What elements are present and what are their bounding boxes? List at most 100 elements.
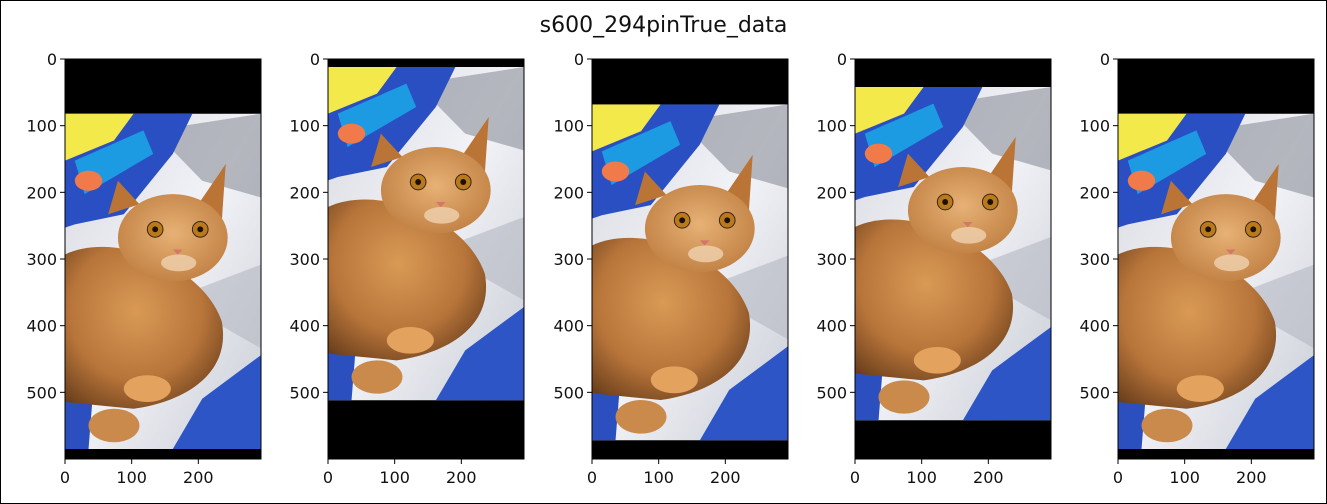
x-tick-label: 0: [850, 468, 860, 487]
y-tick-label: 100: [816, 117, 847, 136]
x-tick-label: 100: [1169, 468, 1200, 487]
y-tick-label: 300: [816, 250, 847, 269]
cat-pupil: [415, 179, 422, 185]
cat-tail: [1141, 408, 1193, 443]
photo-content: [328, 67, 524, 401]
y-tick-label: 400: [26, 317, 57, 336]
cat-paw: [913, 347, 961, 374]
cat-pupil: [152, 226, 159, 233]
yellow-patch: [592, 104, 661, 152]
x-tick-label: 200: [183, 468, 214, 487]
y-tick-label: 0: [47, 50, 57, 69]
y-tick-label: 200: [553, 183, 584, 202]
fold-shadow: [435, 217, 524, 301]
cat-nose: [172, 249, 183, 255]
cat-muzzle: [424, 207, 460, 224]
cat-body: [592, 237, 751, 401]
y-tick-label: 500: [816, 383, 847, 402]
y-tick-label: 200: [816, 183, 847, 202]
x-tick-label: 0: [1113, 468, 1123, 487]
blue-fabric: [435, 307, 524, 401]
cat-nose: [962, 222, 973, 227]
x-tick-label: 200: [1236, 468, 1267, 487]
cat-body: [855, 219, 1014, 381]
y-tick-label: 300: [1079, 250, 1110, 269]
figure-title: s600_294pinTrue_data: [539, 13, 788, 38]
photo-content: [855, 87, 1051, 421]
cat-pupil: [987, 199, 994, 205]
cat-pupil: [942, 199, 949, 205]
fold-shadow: [962, 237, 1051, 321]
cat-body: [328, 199, 487, 361]
cat-muzzle: [161, 254, 197, 272]
x-tick-label: 200: [446, 468, 477, 487]
cat-pupil: [197, 226, 204, 233]
x-tick-label: 100: [116, 468, 147, 487]
y-tick-label: 100: [289, 117, 320, 136]
cat-head: [1170, 194, 1281, 282]
photo-content: [1118, 113, 1314, 450]
cat-pupil: [679, 217, 686, 224]
x-tick-label: 100: [379, 468, 410, 487]
orange-spot: [337, 123, 366, 144]
y-tick-label: 100: [1079, 117, 1110, 136]
cat-body: [65, 246, 224, 409]
cat-head: [907, 167, 1018, 254]
y-tick-label: 400: [553, 317, 584, 336]
yellow-patch: [328, 67, 397, 114]
y-tick-label: 100: [553, 117, 584, 136]
subplot-3: 0 100 200 300 400 500 0 100 200: [553, 50, 789, 487]
y-tick-label: 500: [26, 383, 57, 402]
subplot-5: 0 100 200 300 400 500 0 100 200: [1079, 50, 1315, 487]
y-tick-label: 300: [26, 250, 57, 269]
cat-body: [1118, 246, 1277, 409]
cat-head: [117, 194, 228, 282]
cat-pupil: [1205, 226, 1212, 233]
yellow-patch: [855, 87, 924, 134]
y-tick-label: 0: [1100, 50, 1110, 69]
blue-fabric: [962, 327, 1051, 421]
x-tick-label: 200: [973, 468, 1004, 487]
cat-head: [380, 147, 491, 234]
cat-muzzle: [1214, 254, 1250, 272]
cat-muzzle: [951, 227, 987, 244]
cat-pupil: [1250, 226, 1257, 233]
y-tick-label: 100: [26, 117, 57, 136]
blue-fabric: [699, 346, 788, 441]
cat-paw: [123, 375, 171, 403]
x-tick-label: 200: [710, 468, 741, 487]
subplot-2: 0 100 200 300 400 500 0 100 200: [289, 50, 525, 487]
orange-spot: [864, 143, 893, 164]
x-tick-label: 100: [643, 468, 674, 487]
orange-spot: [601, 161, 630, 182]
orange-spot: [1127, 170, 1156, 191]
cat-ear: [635, 171, 667, 206]
fold-shadow: [172, 264, 261, 349]
fold-shadow: [1225, 264, 1314, 349]
cat-paw: [386, 327, 434, 354]
y-tick-label: 200: [1079, 183, 1110, 202]
cat-tail: [88, 408, 140, 443]
y-tick-label: 300: [289, 250, 320, 269]
cat-pupil: [724, 217, 731, 224]
cat-tail: [351, 360, 403, 394]
y-tick-label: 0: [574, 50, 584, 69]
yellow-patch: [65, 113, 134, 161]
y-tick-label: 500: [553, 383, 584, 402]
x-tick-label: 0: [323, 468, 333, 487]
y-tick-label: 500: [1079, 383, 1110, 402]
y-tick-label: 300: [553, 250, 584, 269]
y-tick-label: 400: [816, 317, 847, 336]
cat-ear: [898, 153, 930, 187]
x-tick-label: 100: [906, 468, 937, 487]
x-tick-label: 0: [60, 468, 70, 487]
blue-fabric: [1225, 355, 1314, 449]
cat-ear: [1161, 180, 1193, 215]
y-tick-label: 0: [310, 50, 320, 69]
y-tick-label: 0: [837, 50, 847, 69]
y-tick-label: 500: [289, 383, 320, 402]
subplot-4: 0 100 200 300 400 500 0 100 200: [816, 50, 1052, 487]
yellow-patch: [1118, 113, 1187, 161]
subplot-1: 0 100 200 300 400 500 0 100 200: [26, 50, 262, 487]
